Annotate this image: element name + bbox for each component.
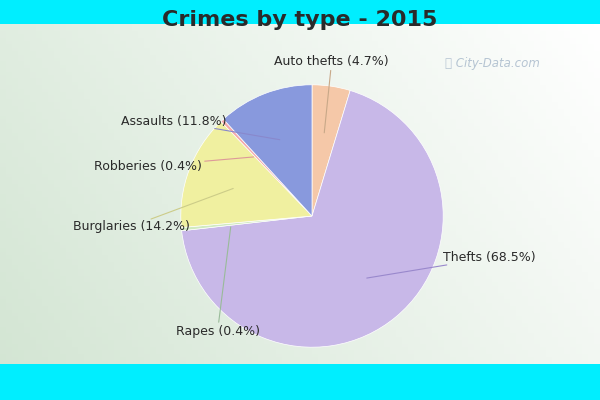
Text: Assaults (11.8%): Assaults (11.8%): [121, 115, 280, 140]
Wedge shape: [312, 85, 350, 216]
Text: Thefts (68.5%): Thefts (68.5%): [367, 252, 535, 278]
Text: Robberies (0.4%): Robberies (0.4%): [94, 157, 254, 173]
Wedge shape: [181, 216, 312, 231]
Wedge shape: [223, 85, 312, 216]
Wedge shape: [182, 90, 443, 347]
Text: Crimes by type - 2015: Crimes by type - 2015: [163, 10, 437, 30]
Text: Auto thefts (4.7%): Auto thefts (4.7%): [274, 55, 389, 133]
Text: ⓘ City-Data.com: ⓘ City-Data.com: [445, 58, 539, 70]
Text: Burglaries (14.2%): Burglaries (14.2%): [73, 188, 233, 233]
Text: Rapes (0.4%): Rapes (0.4%): [176, 227, 260, 338]
Wedge shape: [181, 122, 312, 228]
Wedge shape: [221, 119, 312, 216]
